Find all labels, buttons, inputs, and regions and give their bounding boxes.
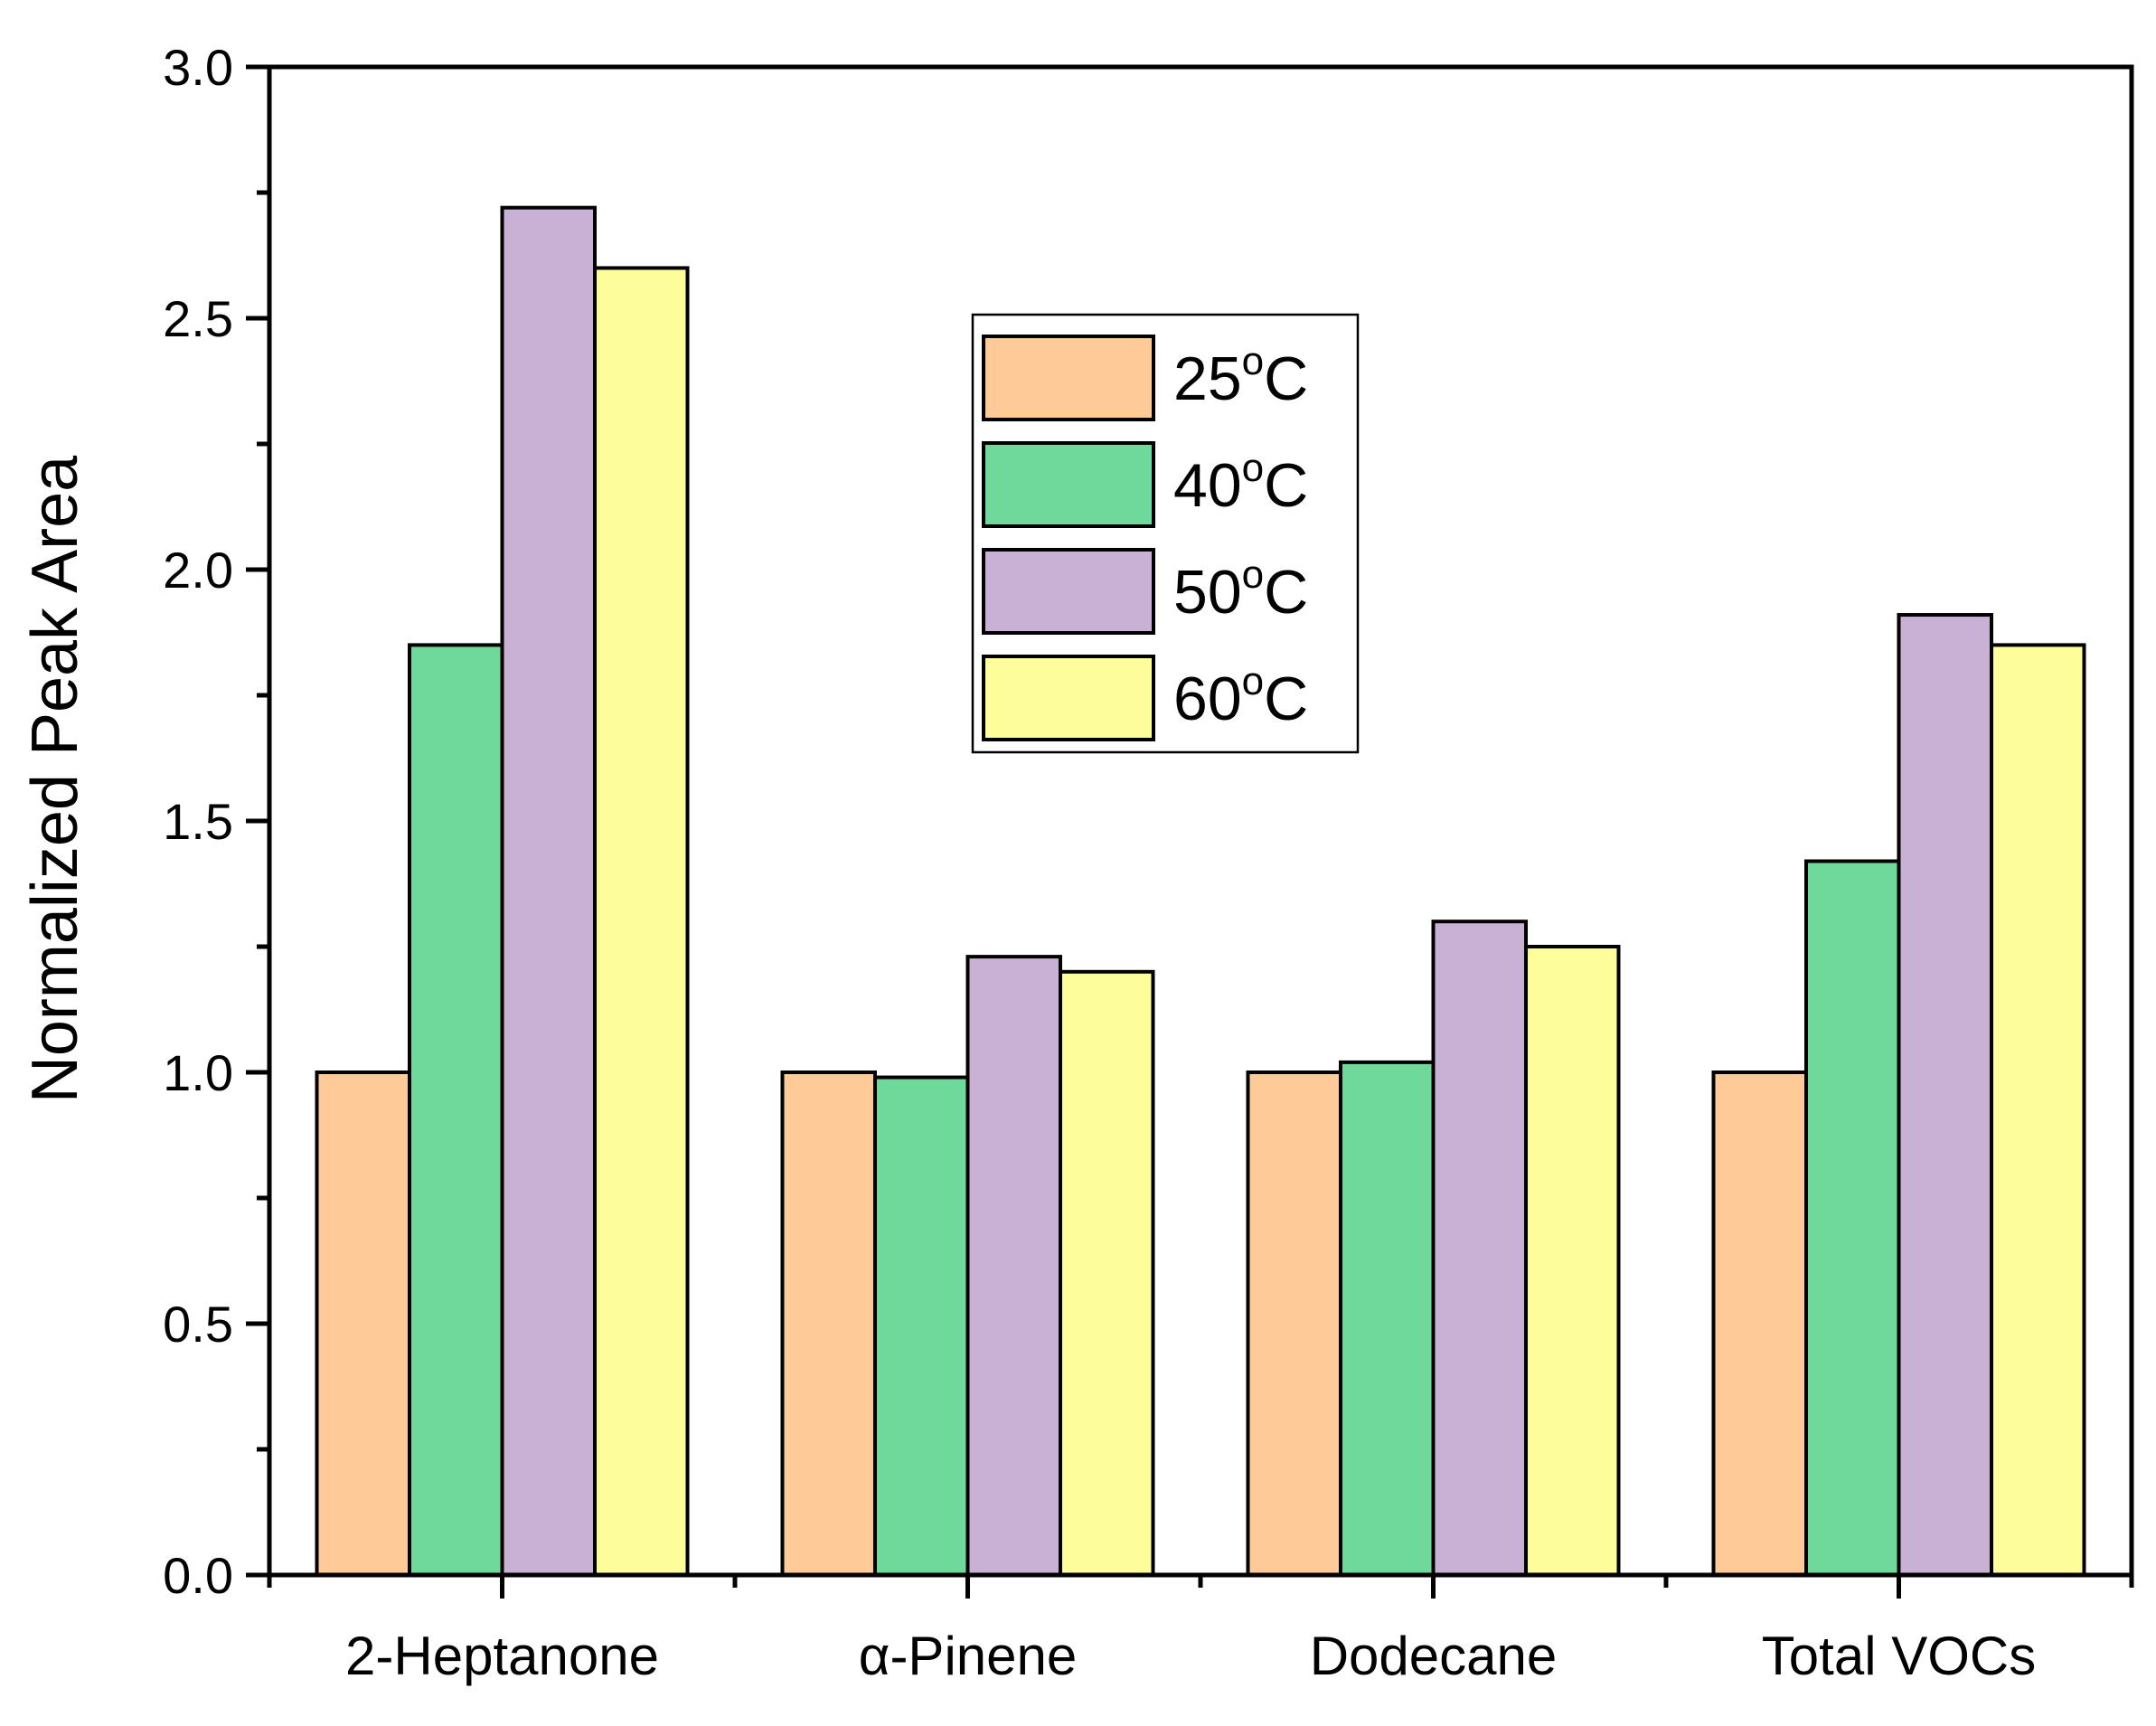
- legend-swatch-25C: [982, 335, 1155, 421]
- x-tick-label: 2-Heptanone: [345, 1626, 659, 1686]
- bar-25C-3: [1711, 1070, 1808, 1577]
- bar-50C-1: [965, 955, 1062, 1577]
- bar-50C-2: [1431, 920, 1528, 1577]
- legend-label-25C: 25oC: [1173, 339, 1308, 413]
- legend-swatch-50C: [982, 548, 1155, 635]
- y-tick-label: 0.5: [163, 1296, 233, 1353]
- x-tick-label: Total VOCs: [1762, 1626, 2036, 1686]
- bar-40C-1: [873, 1075, 970, 1578]
- bar-60C-3: [1990, 643, 2086, 1577]
- bar-40C-0: [408, 643, 504, 1577]
- bar-25C-1: [780, 1070, 877, 1577]
- axes-layer: 2-Heptanone α-Pinene Dodecane Total VOCs 0.0…: [163, 39, 2134, 1686]
- bars-layer: [315, 205, 2086, 1578]
- bar-60C-1: [1059, 969, 1155, 1578]
- bar-50C-0: [500, 205, 597, 1577]
- bar-50C-3: [1897, 613, 1993, 1577]
- legend-label-60C: 60oC: [1173, 659, 1308, 733]
- y-tick-label: 1.5: [163, 793, 233, 850]
- legend-label-40C: 40oC: [1173, 446, 1308, 520]
- y-tick-label: 1.0: [163, 1044, 233, 1101]
- legend: 25oC 40oC 50oC 60oC: [971, 313, 1360, 754]
- bar-60C-0: [593, 266, 690, 1577]
- bar-25C-2: [1246, 1070, 1342, 1577]
- x-tick-label: α-Pinene: [859, 1626, 1078, 1686]
- y-axis-title: Normalized Peak Area: [19, 455, 91, 1103]
- legend-label-50C: 50oC: [1173, 552, 1308, 627]
- bar-60C-2: [1524, 945, 1621, 1577]
- y-tick-label: 2.0: [163, 542, 233, 599]
- legend-swatch-40C: [982, 441, 1155, 528]
- legend-swatch-60C: [982, 655, 1155, 741]
- y-tick-label: 2.5: [163, 290, 233, 347]
- y-tick-label: 0.0: [163, 1547, 233, 1604]
- x-tick-label: Dodecane: [1310, 1626, 1558, 1686]
- bar-40C-2: [1339, 1060, 1436, 1577]
- bar-25C-0: [315, 1070, 411, 1577]
- bar-40C-3: [1804, 859, 1901, 1577]
- y-tick-label: 3.0: [163, 39, 233, 96]
